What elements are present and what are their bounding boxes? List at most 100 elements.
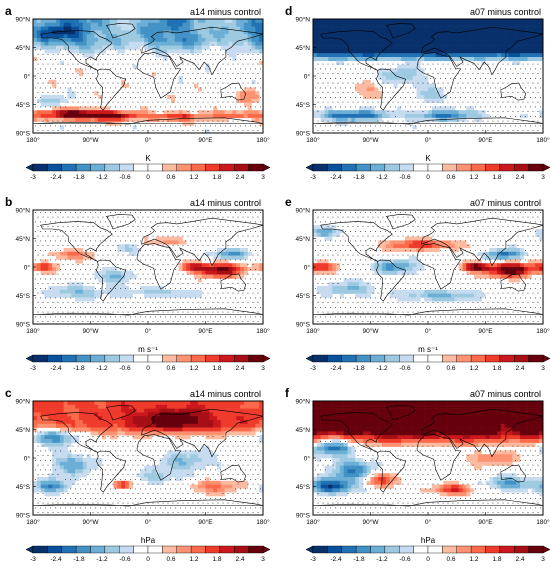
stipple-dot — [342, 73, 344, 75]
coastline — [136, 243, 182, 290]
stipple-dot — [425, 211, 426, 213]
heatmap-cell — [40, 41, 45, 46]
heatmap-cell — [197, 49, 202, 54]
heatmap-cell — [374, 26, 379, 31]
stipple-dot — [142, 283, 144, 285]
stipple-dot — [185, 106, 186, 108]
heatmap-cell — [324, 45, 329, 50]
stipple-dot — [260, 306, 261, 308]
stipple-dot — [92, 273, 94, 275]
heatmap-cell — [52, 286, 57, 291]
coastline — [106, 23, 136, 39]
heatmap-cell — [251, 79, 256, 84]
colorbar-segment — [47, 163, 62, 172]
stipple-dot — [415, 221, 416, 223]
stipple-dot — [525, 106, 526, 108]
heatmap-cell — [420, 263, 425, 268]
stipple-dot — [395, 115, 396, 117]
heatmap-cell — [82, 34, 87, 39]
heatmap-cell — [125, 114, 130, 119]
stipple-dot — [60, 221, 61, 223]
stipple-dot — [125, 306, 126, 308]
heatmap-cell — [48, 38, 53, 43]
stipple-dot — [137, 273, 139, 275]
stipple-dot — [485, 68, 486, 70]
stipple-dot — [217, 321, 219, 323]
stipple-dot — [157, 82, 159, 84]
heatmap-cell — [213, 106, 218, 111]
heatmap-cell — [470, 41, 475, 46]
heatmap-cell — [351, 117, 356, 122]
stipple-dot — [525, 96, 526, 98]
heatmap-cell — [236, 26, 241, 31]
stipple-dot — [55, 221, 56, 223]
heatmap-cell — [117, 110, 122, 115]
heatmap-cell — [182, 289, 187, 294]
heatmap-cell — [408, 26, 413, 31]
stipple-dot — [530, 115, 531, 117]
stipple-dot — [172, 226, 174, 228]
heatmap-cell — [336, 289, 341, 294]
stipple-dot — [432, 101, 434, 103]
stipple-dot — [140, 249, 141, 251]
heatmap-cell — [512, 263, 517, 268]
stipple-dot — [55, 240, 56, 242]
heatmap-cell — [163, 240, 168, 245]
heatmap-cell — [420, 267, 425, 272]
heatmap-cell — [458, 34, 463, 39]
stipple-dot — [445, 106, 446, 108]
stipple-dot — [182, 101, 184, 103]
stipple-dot — [77, 245, 79, 247]
stipple-dot — [77, 226, 79, 228]
stipple-dot — [167, 254, 169, 256]
x-tick-label: 90°E — [478, 136, 493, 144]
heatmap-cell — [370, 49, 375, 54]
stipple-dot — [107, 130, 109, 132]
heatmap-cell — [405, 240, 410, 245]
heatmap-cell — [63, 106, 68, 111]
heatmap-cell — [197, 117, 202, 122]
heatmap-cell — [397, 240, 402, 245]
heatmap-cell — [523, 114, 528, 119]
heatmap-cell — [205, 34, 210, 39]
stipple-dot — [185, 278, 186, 280]
heatmap-cell — [125, 110, 130, 115]
heatmap-cell — [382, 68, 387, 73]
heatmap-cell — [512, 248, 517, 253]
stipple-dot — [172, 216, 174, 218]
stipple-dot — [170, 211, 171, 213]
stipple-dot — [350, 87, 351, 89]
heatmap-cell — [228, 38, 233, 43]
stipple-dot — [132, 130, 134, 132]
stipple-dot — [512, 216, 514, 218]
heatmap-cell — [205, 68, 210, 73]
colorbar-tick-label: 3 — [541, 174, 545, 181]
colorbar-segment — [427, 163, 443, 172]
heatmap-cell — [228, 19, 233, 24]
heatmap-cell — [44, 30, 49, 35]
stipple-dot — [105, 96, 106, 98]
heatmap-cell — [535, 259, 540, 264]
heatmap-cell — [240, 263, 245, 268]
colorbar: K-3 -2.4 -1.8 -1.2 -0.6 0 0.6 1.2 1.8 2.4 3 — [305, 154, 550, 181]
stipple-dot — [452, 92, 454, 94]
heatmap-cell — [439, 91, 444, 96]
stipple-dot — [107, 264, 109, 266]
stipple-dot — [500, 87, 501, 89]
heatmap-cell — [416, 263, 421, 268]
stipple-dot — [502, 120, 504, 122]
heatmap-cell — [424, 57, 429, 62]
stipple-dot — [317, 101, 319, 103]
stipple-dot — [482, 92, 484, 94]
heatmap-cell — [497, 45, 502, 50]
heatmap-cell — [412, 64, 417, 69]
stipple-dot — [127, 254, 129, 256]
heatmap-cell — [343, 53, 348, 58]
stipple-dot — [127, 311, 129, 313]
heatmap-cell — [347, 278, 352, 283]
heatmap-cell — [366, 289, 371, 294]
stipple-dot — [377, 101, 379, 103]
coastline — [95, 259, 126, 302]
stipple-dot — [227, 73, 229, 75]
heatmap-cell — [98, 114, 103, 119]
